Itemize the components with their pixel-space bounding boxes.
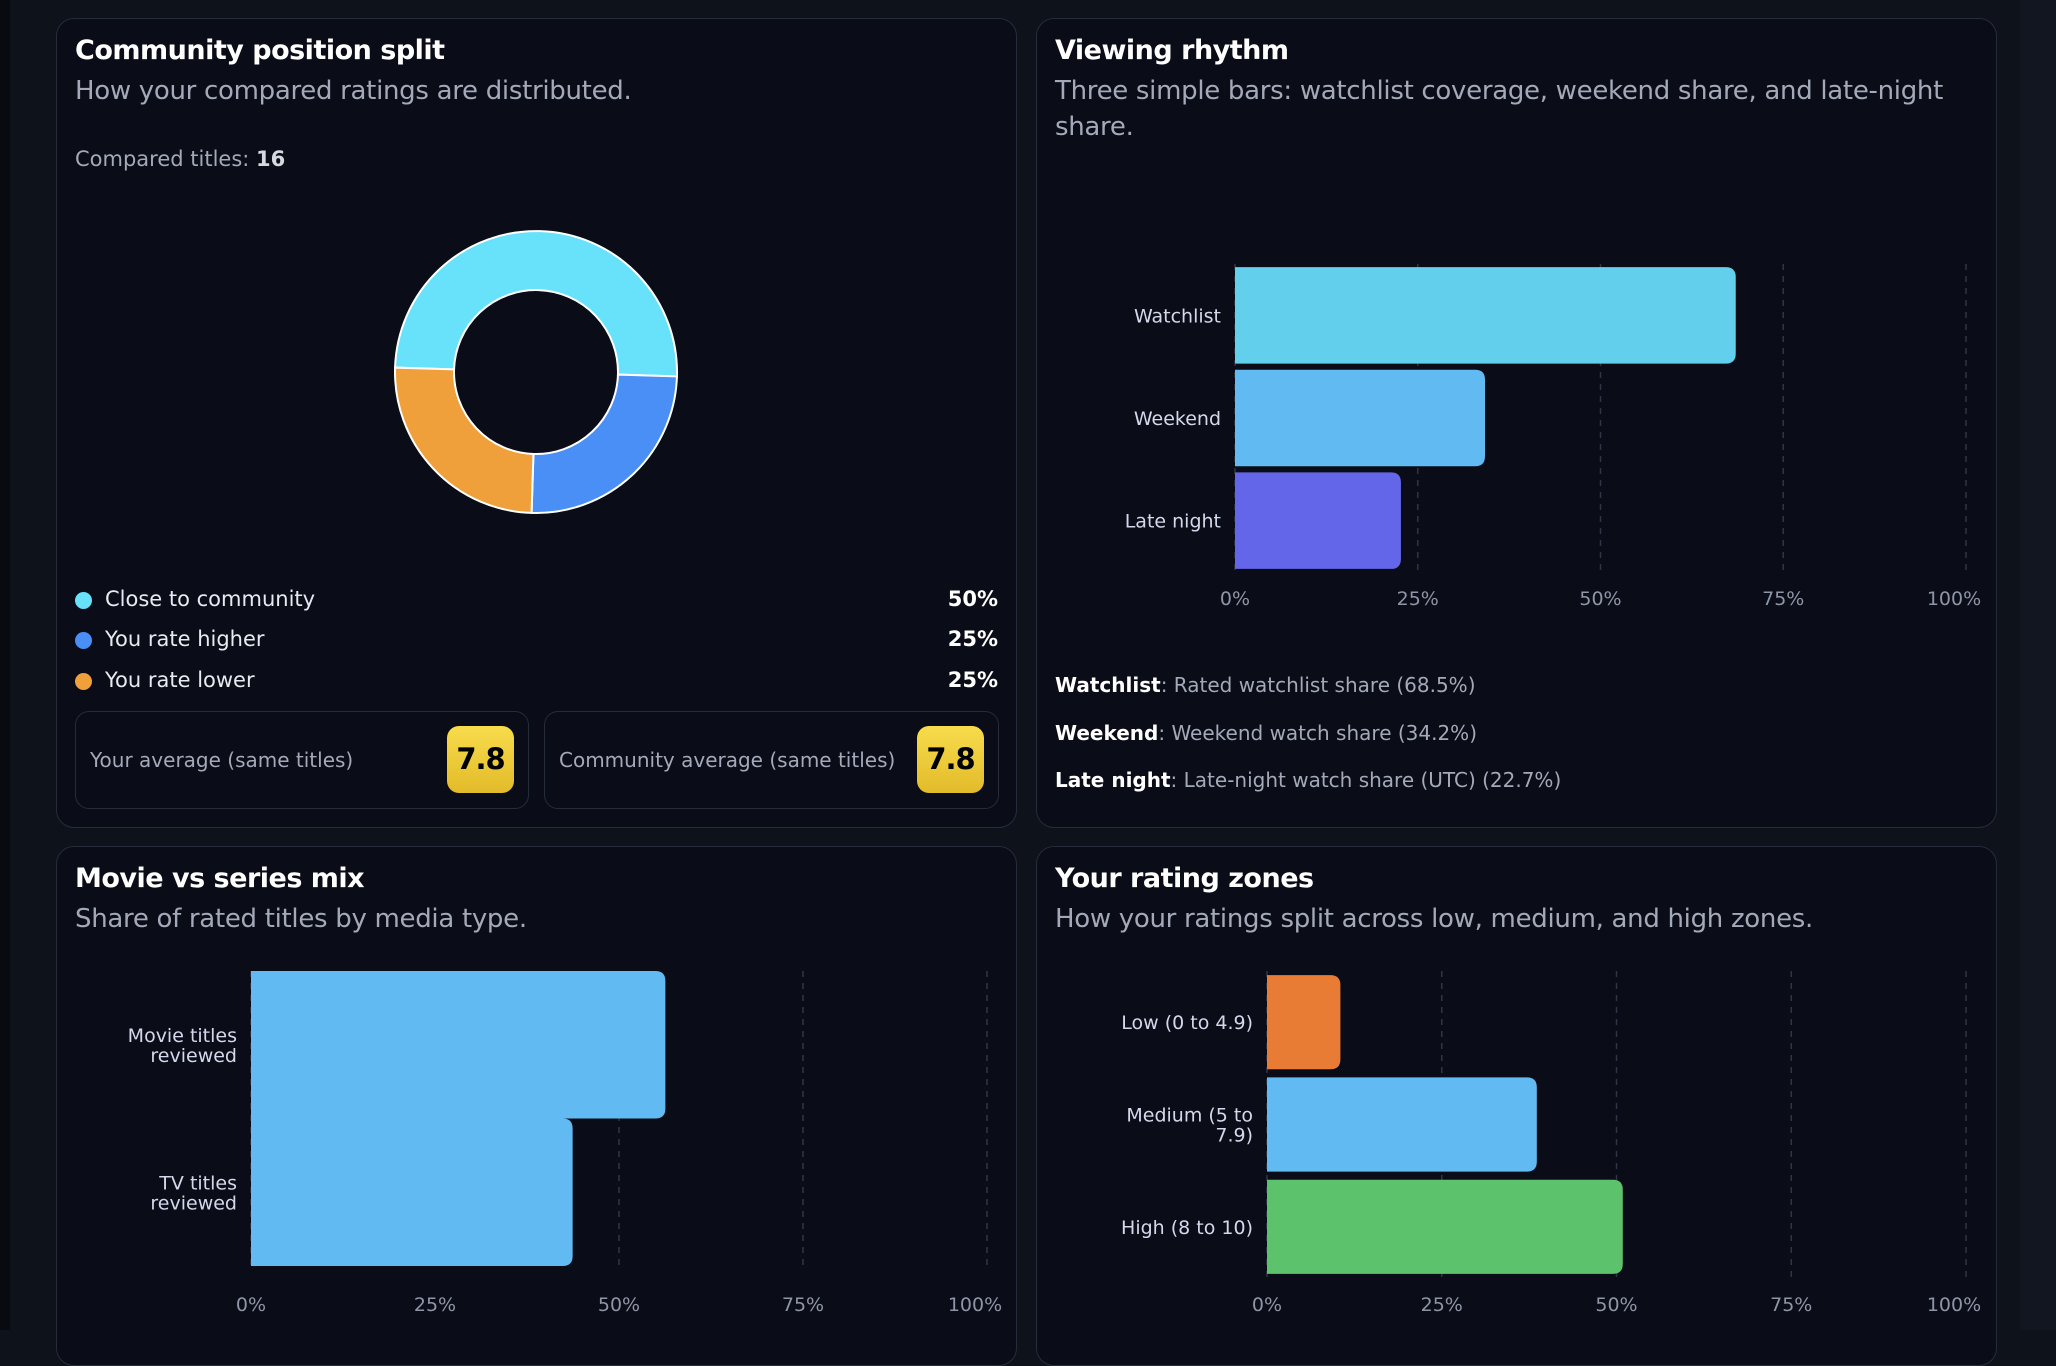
description-text: : Rated watchlist share (68.5%) xyxy=(1160,673,1476,697)
donut-slice xyxy=(394,366,535,514)
x-tick-label: 100% xyxy=(1927,1294,1981,1316)
card-subtitle: Three simple bars: watchlist coverage, w… xyxy=(1055,76,1943,142)
x-tick-label: 100% xyxy=(948,1294,1002,1316)
description-term: Watchlist xyxy=(1055,673,1161,697)
legend-dot-icon xyxy=(75,673,92,690)
card-title: Movie vs series mix xyxy=(75,863,365,894)
bar xyxy=(1235,472,1401,569)
x-tick-label: 0% xyxy=(1252,1294,1282,1316)
community-average-box: Community average (same titles) 7.8 xyxy=(544,711,999,809)
bar xyxy=(1267,975,1341,1070)
card-title: Viewing rhythm xyxy=(1055,35,1289,66)
x-tick-label: 75% xyxy=(1762,588,1804,610)
description-text: : Weekend watch share (34.2%) xyxy=(1158,721,1477,745)
donut-chart xyxy=(394,230,678,514)
donut-slice xyxy=(530,373,678,514)
legend-percent: 50% xyxy=(947,587,998,611)
bar xyxy=(1235,267,1736,364)
x-tick-label: 25% xyxy=(1397,588,1439,610)
description-late-night: Late night: Late-night watch share (UTC)… xyxy=(1055,768,1561,792)
x-tick-label: 50% xyxy=(1579,588,1621,610)
left-edge xyxy=(0,0,10,1330)
viewing-rhythm-card: Viewing rhythm Three simple bars: watchl… xyxy=(1036,18,1997,828)
description-text: : Late-night watch share (UTC) (22.7%) xyxy=(1170,768,1562,792)
compared-label: Compared titles: xyxy=(75,147,250,171)
bar xyxy=(1267,1179,1623,1274)
x-tick-label: 100% xyxy=(1927,588,1981,610)
compared-titles: Compared titles: 16 xyxy=(75,147,285,171)
x-tick-label: 25% xyxy=(414,1294,456,1316)
card-subtitle: How your compared ratings are distribute… xyxy=(75,76,632,106)
category-label: Medium (5 to 7.9) xyxy=(1126,1105,1253,1147)
media-mix-card: Movie vs series mix Share of rated title… xyxy=(56,846,1017,1366)
x-tick-label: 50% xyxy=(598,1294,640,1316)
description-weekend: Weekend: Weekend watch share (34.2%) xyxy=(1055,721,1477,745)
your-average-label: Your average (same titles) xyxy=(90,748,354,772)
description-term: Weekend xyxy=(1055,721,1159,745)
scrollbar-track[interactable] xyxy=(2020,0,2056,1330)
legend-item: You rate higher 25% xyxy=(75,625,998,655)
rating-zones-bar-chart: 0% 25% 50% 75% 100% Low (0 to 4.9) Medium (5 t… xyxy=(1121,971,1981,1316)
card-title: Community position split xyxy=(75,35,445,66)
bar xyxy=(251,1118,573,1266)
category-label: High (8 to 10) xyxy=(1121,1217,1253,1239)
community-card: Community position split How your compar… xyxy=(56,18,1017,828)
category-label: Late night xyxy=(1125,511,1221,533)
bar xyxy=(251,971,666,1119)
legend-label: You rate lower xyxy=(105,668,255,692)
x-tick-label: 75% xyxy=(782,1294,824,1316)
your-average-badge: 7.8 xyxy=(447,726,514,793)
rating-zones-card: Your rating zones How your ratings split… xyxy=(1036,846,1997,1366)
description-watchlist: Watchlist: Rated watchlist share (68.5%) xyxy=(1055,673,1476,697)
x-tick-label: 0% xyxy=(236,1294,266,1316)
your-average-box: Your average (same titles) 7.8 xyxy=(75,711,529,809)
bar xyxy=(1267,1077,1537,1172)
category-label: Weekend xyxy=(1134,408,1221,430)
media-mix-bar-chart: 0% 25% 50% 75% 100% Movie titles reviewed TV ti… xyxy=(128,971,1002,1316)
card-subtitle: Share of rated titles by media type. xyxy=(75,904,527,934)
category-label: TV titles reviewed xyxy=(150,1172,237,1214)
rhythm-bar-chart: 0% 25% 50% 75% 100% Watchlist Weekend Late nigh… xyxy=(1125,264,1981,610)
legend-percent: 25% xyxy=(947,668,998,692)
community-average-label: Community average (same titles) xyxy=(559,748,896,772)
compared-value: 16 xyxy=(256,147,286,171)
legend-percent: 25% xyxy=(947,627,998,651)
description-term: Late night xyxy=(1055,768,1171,792)
x-tick-label: 0% xyxy=(1220,588,1250,610)
x-tick-label: 75% xyxy=(1770,1294,1812,1316)
legend-dot-icon xyxy=(75,592,92,609)
legend-label: You rate higher xyxy=(105,627,265,651)
card-subtitle: How your ratings split across low, mediu… xyxy=(1055,904,1813,934)
legend-dot-icon xyxy=(75,632,92,649)
category-label: Low (0 to 4.9) xyxy=(1121,1012,1253,1034)
donut-slice xyxy=(394,230,678,378)
x-tick-label: 25% xyxy=(1421,1294,1463,1316)
legend-label: Close to community xyxy=(105,587,316,611)
legend-item: You rate lower 25% xyxy=(75,666,998,696)
card-title: Your rating zones xyxy=(1055,863,1314,894)
x-tick-label: 50% xyxy=(1595,1294,1637,1316)
community-average-badge: 7.8 xyxy=(917,726,984,793)
bar xyxy=(1235,369,1486,467)
legend-item: Close to community 50% xyxy=(75,585,998,615)
category-label: Movie titles reviewed xyxy=(128,1025,237,1067)
category-label: Watchlist xyxy=(1134,305,1221,327)
